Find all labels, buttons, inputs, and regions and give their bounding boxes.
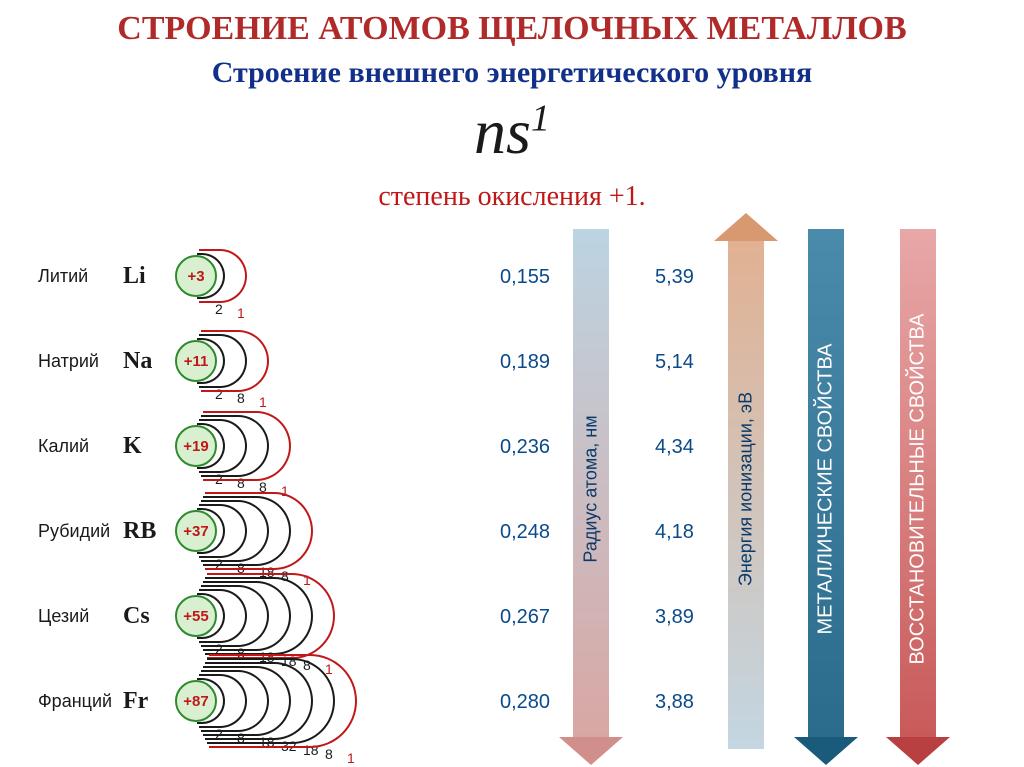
electron-shells: 2818321881 xyxy=(217,656,458,746)
shell-arc-outer xyxy=(207,573,335,659)
ionization-value: 5,39 xyxy=(655,266,694,289)
element-row-li: ЛитийLi+321 xyxy=(38,231,458,321)
diagram-area: ЛитийLi+321 0,155 5,39 НатрийNa+11281 0,189 5… xyxy=(0,221,1024,761)
electron-shells: 28181881 xyxy=(217,571,458,661)
arrow-head-icon xyxy=(714,213,778,241)
property-arrow-0: Радиус атома, нм xyxy=(565,229,617,749)
arrow-label: ВОССТАНОВИТЕЛЬНЫЕ СВОЙСТВА xyxy=(907,314,930,665)
radius-value: 0,155 xyxy=(500,266,550,289)
property-arrow-2: МЕТАЛЛИЧЕСКИЕ СВОЙСТВА xyxy=(800,229,852,749)
element-name: Калий xyxy=(38,436,123,457)
shell-arc-outer xyxy=(205,492,313,570)
shell-electron-count: 8 xyxy=(325,746,333,762)
element-name: Литий xyxy=(38,266,123,287)
formula-base: ns xyxy=(474,96,531,167)
radius-value: 0,189 xyxy=(500,351,550,374)
electron-shells: 2881 xyxy=(217,401,458,491)
shell-electron-count: 2 xyxy=(215,301,223,317)
nucleus: +3 xyxy=(175,255,217,297)
oxidation-label: степень окисления xyxy=(378,181,609,212)
element-row-cs: ЦезийCs+5528181881 xyxy=(38,571,458,661)
element-row-na: НатрийNa+11281 xyxy=(38,316,458,406)
ionization-value: 4,18 xyxy=(655,521,694,544)
element-row-rb: РубидийRB+37281881 xyxy=(38,486,458,576)
element-name: Франций xyxy=(38,691,123,712)
electron-shells: 21 xyxy=(217,231,458,321)
element-row-k: КалийK+192881 xyxy=(38,401,458,491)
radius-value: 0,280 xyxy=(500,691,550,714)
electron-shells: 281881 xyxy=(217,486,458,576)
nucleus: +19 xyxy=(175,425,217,467)
element-name: Натрий xyxy=(38,351,123,372)
nucleus: +11 xyxy=(175,340,217,382)
formula-sup: 1 xyxy=(531,98,550,140)
oxidation-value: +1 xyxy=(609,181,639,212)
nucleus: +37 xyxy=(175,510,217,552)
ionization-value: 3,89 xyxy=(655,606,694,629)
formula: ns1 xyxy=(0,90,1024,169)
main-title: СТРОЕНИЕ АТОМОВ ЩЕЛОЧНЫХ МЕТАЛЛОВ xyxy=(0,0,1024,48)
element-symbol: RB xyxy=(123,518,175,545)
subtitle: Строение внешнего энергетического уровня xyxy=(0,48,1024,90)
element-symbol: Li xyxy=(123,263,175,290)
property-arrow-3: ВОССТАНОВИТЕЛЬНЫЕ СВОЙСТВА xyxy=(892,229,944,749)
element-name: Рубидий xyxy=(38,521,123,542)
arrow-head-icon xyxy=(559,737,623,765)
ionization-value: 4,34 xyxy=(655,436,694,459)
arrow-label: Радиус атома, нм xyxy=(581,415,602,562)
radius-value: 0,236 xyxy=(500,436,550,459)
shell-arc-outer xyxy=(209,654,357,748)
arrow-label: Энергия ионизации, эВ xyxy=(736,392,757,586)
ionization-value: 3,88 xyxy=(655,691,694,714)
ionization-value: 5,14 xyxy=(655,351,694,374)
element-symbol: K xyxy=(123,433,175,460)
radius-value: 0,248 xyxy=(500,521,550,544)
property-arrow-1: Энергия ионизации, эВ xyxy=(720,229,772,749)
nucleus: +87 xyxy=(175,680,217,722)
element-symbol: Na xyxy=(123,348,175,375)
nucleus: +55 xyxy=(175,595,217,637)
arrow-head-icon xyxy=(886,737,950,765)
element-name: Цезий xyxy=(38,606,123,627)
radius-value: 0,267 xyxy=(500,606,550,629)
element-symbol: Cs xyxy=(123,603,175,630)
oxidation-state: степень окисления +1. xyxy=(0,169,1024,221)
electron-shells: 281 xyxy=(217,316,458,406)
arrow-head-icon xyxy=(794,737,858,765)
element-row-fr: ФранцийFr+872818321881 xyxy=(38,656,458,746)
shell-electron-count: 1 xyxy=(347,750,355,766)
element-symbol: Fr xyxy=(123,688,175,715)
arrow-label: МЕТАЛЛИЧЕСКИЕ СВОЙСТВА xyxy=(815,343,838,634)
